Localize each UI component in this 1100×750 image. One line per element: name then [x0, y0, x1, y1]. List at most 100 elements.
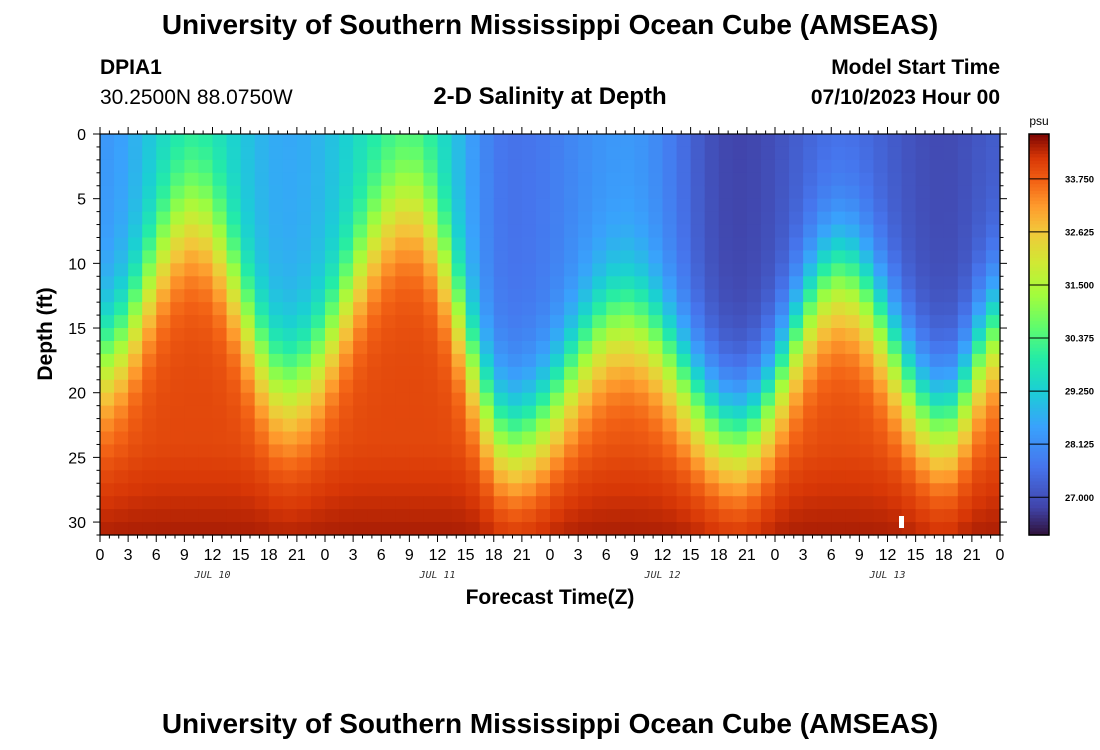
heatmap-cell: [282, 224, 298, 239]
heatmap-cell: [718, 185, 734, 200]
heatmap-cell: [704, 379, 720, 394]
heatmap-cell: [142, 172, 157, 187]
heatmap-cell: [690, 509, 706, 523]
heatmap-cell: [789, 405, 804, 420]
heatmap-cell: [732, 340, 748, 355]
heatmap-cell: [550, 522, 565, 536]
heatmap-cell: [789, 392, 804, 407]
heatmap-cell: [676, 185, 692, 200]
heatmap-cell: [578, 289, 593, 303]
heatmap-cell: [929, 328, 945, 342]
heatmap-cell: [282, 276, 298, 290]
heatmap-cell: [831, 172, 846, 187]
heatmap-cell: [226, 172, 242, 187]
heatmap-cell: [887, 211, 903, 226]
heatmap-cell: [339, 198, 354, 213]
heatmap-cell: [100, 509, 115, 523]
heatmap-cell: [254, 509, 270, 523]
heatmap-cell: [282, 172, 298, 187]
heatmap-cell: [184, 366, 200, 381]
heatmap-cell: [606, 237, 621, 252]
heatmap-cell: [114, 237, 129, 252]
heatmap-cell: [353, 496, 368, 510]
heatmap-cell: [578, 198, 593, 213]
heatmap-cell: [760, 159, 776, 174]
heatmap-cell: [662, 328, 678, 342]
heatmap-cell: [760, 392, 776, 407]
heatmap-cell: [451, 483, 467, 497]
heatmap-cell: [395, 366, 410, 381]
heatmap-cell: [128, 237, 143, 252]
heatmap-cell: [803, 250, 818, 264]
heatmap-cell: [690, 224, 706, 239]
heatmap-cell: [310, 315, 326, 329]
heatmap-cell: [550, 509, 565, 523]
heatmap-cell: [325, 483, 340, 497]
heatmap-cell: [957, 496, 973, 510]
heatmap-cell: [831, 418, 846, 433]
heatmap-cell: [325, 172, 340, 187]
heatmap-cell: [985, 276, 1001, 290]
heatmap-cell: [254, 496, 270, 510]
heatmap-cell: [873, 457, 889, 471]
colorbar-segment: [1029, 381, 1049, 386]
heatmap-cell: [184, 340, 200, 355]
heatmap-cell: [479, 134, 495, 148]
heatmap-cell: [437, 366, 453, 381]
heatmap-cell: [662, 276, 678, 290]
heatmap-cell: [859, 198, 875, 213]
heatmap-cell: [929, 198, 945, 213]
heatmap-cell: [803, 159, 818, 174]
heatmap-cell: [423, 392, 439, 407]
heatmap-cell: [282, 353, 298, 368]
heatmap-cell: [437, 496, 453, 510]
heatmap-cell: [170, 134, 185, 148]
heatmap-cell: [310, 522, 326, 536]
heatmap-cell: [423, 457, 439, 471]
heatmap-cell: [226, 211, 242, 226]
heatmap-cell: [240, 418, 256, 433]
heatmap-cell: [817, 237, 832, 252]
heatmap-cell: [254, 134, 270, 148]
heatmap-cell: [985, 315, 1001, 329]
heatmap-cell: [648, 522, 664, 536]
heatmap-cell: [254, 366, 270, 381]
heatmap-cell: [957, 340, 973, 355]
heatmap-cell: [268, 289, 284, 303]
heatmap-cell: [395, 431, 410, 446]
heatmap-cell: [775, 457, 790, 471]
colorbar-segment: [1029, 478, 1049, 483]
heatmap-cell: [929, 418, 945, 433]
heatmap-cell: [437, 379, 453, 394]
heatmap-cell: [268, 483, 284, 497]
heatmap-cell: [620, 302, 635, 316]
heatmap-cell: [353, 444, 368, 458]
heatmap-cell: [381, 250, 396, 264]
heatmap-cell: [437, 340, 453, 355]
heatmap-cell: [929, 457, 945, 471]
heatmap-cell: [409, 289, 425, 303]
heatmap-cell: [353, 353, 368, 368]
heatmap-cell: [409, 496, 425, 510]
heatmap-cell: [985, 146, 1001, 161]
heatmap-cell: [423, 237, 439, 252]
heatmap-cell: [971, 328, 987, 342]
heatmap-cell: [817, 405, 832, 420]
heatmap-cell: [198, 211, 214, 226]
station-coordinates: 30.2500N 88.0750W: [100, 86, 293, 109]
x-tick-label: 6: [152, 547, 161, 564]
heatmap-cell: [325, 522, 340, 536]
heatmap-cell: [423, 340, 439, 355]
heatmap-cell: [170, 405, 185, 420]
heatmap-cell: [310, 496, 326, 510]
heatmap-cell: [732, 457, 748, 471]
heatmap-cell: [437, 263, 453, 277]
heatmap-cell: [648, 353, 664, 368]
colorbar-segment: [1029, 468, 1049, 473]
heatmap-cell: [451, 496, 467, 510]
heatmap-cell: [929, 353, 945, 368]
heatmap-cell: [268, 263, 284, 277]
heatmap-cell: [873, 134, 889, 148]
heatmap-cell: [690, 250, 706, 264]
heatmap-cell: [943, 496, 959, 510]
